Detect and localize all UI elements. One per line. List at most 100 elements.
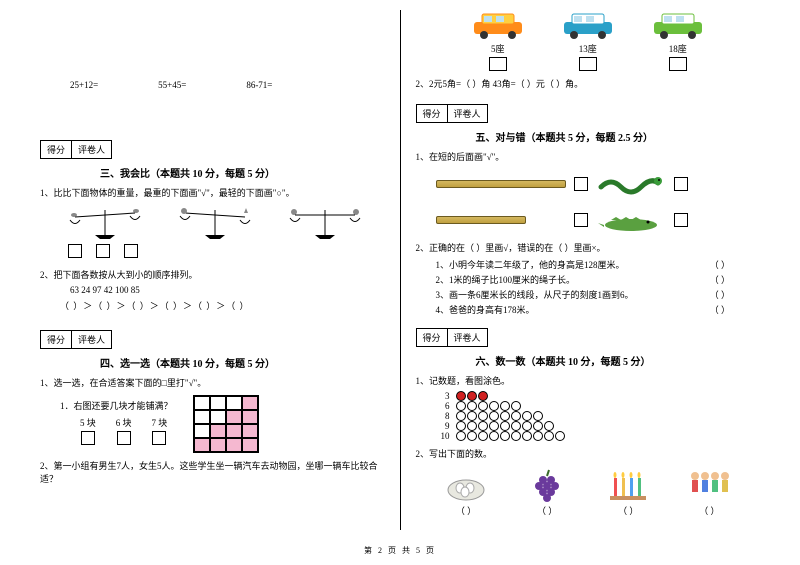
equation: 25+12= [70,80,98,90]
score-box: 得分 评卷人 [40,140,112,159]
tf-text: 4、爸爸的身高有178米。 [436,303,535,316]
answer-box[interactable] [81,431,95,445]
equation: 86-71= [246,80,272,90]
count-circle [533,411,543,421]
tf-paren[interactable]: （ ） [710,273,730,286]
s3-q1: 1、比比下面物体的重量，最重的下面画"√"，最轻的下面画"○"。 [40,186,385,199]
answer-box[interactable] [489,57,507,71]
balance-scale [280,205,370,240]
section-3-title: 三、我会比（本题共 10 分，每题 5 分） [100,165,385,180]
answer-box[interactable] [117,431,131,445]
count-circle [456,401,466,411]
count-circle [489,401,499,411]
tf-paren[interactable]: （ ） [710,288,730,301]
circle-row [456,411,543,421]
answer-box[interactable] [96,244,110,258]
count-circle [467,401,477,411]
choice-label: 5 块 [80,416,96,429]
count-circle [500,431,510,441]
count-circle [522,421,532,431]
count-row: 8 [436,411,761,421]
page-footer: 第 2 页 共 5 页 [0,540,800,556]
answer-paren[interactable]: （ ） [517,504,577,517]
vehicle-label: 13座 [558,42,618,55]
count-circle [467,391,477,401]
s5-q2: 2、正确的在（ ）里画√，错误的在（ ）里画×。 [416,241,761,254]
count-row: 3 [436,391,761,401]
tf-text: 3、画一条6厘米长的线段，从尺子的刻度1画到6。 [436,288,634,301]
grader-label: 评卷人 [448,105,487,122]
choice-label: 6 块 [116,416,132,429]
count-image-people: （ ） [679,466,739,517]
count-circle [500,411,510,421]
count-circle [544,431,554,441]
count-circle [478,401,488,411]
true-false-items: 1、小明今年读二年级了，他的身高是128厘米。（ ）2、1米的绳子比100厘米的… [416,258,761,316]
count-circle [522,411,532,421]
answer-box[interactable] [674,213,688,227]
count-circle [467,411,477,421]
answer-box[interactable] [574,213,588,227]
s4-q2: 2、第一小组有男生7人，女生5人。这些学生坐一辆汽车去动物园，坐哪一辆车比较合适… [40,459,385,485]
balance-scale [170,205,260,240]
count-circle [456,411,466,421]
section-4-title: 四、选一选（本题共 10 分，每题 5 分） [100,355,385,370]
answer-box[interactable] [68,244,82,258]
answer-paren[interactable]: （ ） [679,504,739,517]
choice: 6 块 [116,416,132,447]
vehicle-label: 5座 [468,42,528,55]
answer-box[interactable] [579,57,597,71]
tf-paren[interactable]: （ ） [710,303,730,316]
count-image-grapes: （ ） [517,466,577,517]
count-label: 3 [436,391,450,401]
count-circle [456,391,466,401]
answer-box[interactable] [124,244,138,258]
count-circle [533,431,543,441]
count-row: 9 [436,421,761,431]
tf-paren[interactable]: （ ） [710,258,730,271]
count-circle [511,431,521,441]
right-column: 5座 13座 18座 2、2元5角=（ ）角 43角=（ ）元（ ）角。 得分 … [406,10,771,540]
tile-choices: 5 块 6 块 7 块 [80,416,173,447]
count-circle [489,411,499,421]
count-circle [478,421,488,431]
choice: 7 块 [152,416,168,447]
count-label: 8 [436,411,450,421]
answer-box[interactable] [674,177,688,191]
grader-label: 评卷人 [72,331,111,348]
equation: 55+45= [158,80,186,90]
ruler-row-1 [436,169,761,199]
choice: 5 块 [80,416,96,447]
count-circle [467,421,477,431]
count-circle [478,431,488,441]
balance-row [60,205,385,240]
ruler-long [436,180,566,188]
vehicle-row: 5座 13座 18座 [416,10,761,73]
s3-q2: 2、把下面各数按从大到小的顺序排列。 [40,268,385,281]
count-circle [489,431,499,441]
answer-box[interactable] [574,177,588,191]
count-label: 10 [436,431,450,441]
answer-box[interactable] [152,431,166,445]
answer-paren[interactable]: （ ） [598,504,658,517]
s3-numbers: 63 24 97 42 100 85 [70,285,385,295]
count-circle [467,431,477,441]
answer-box[interactable] [669,57,687,71]
count-label: 6 [436,401,450,411]
count-row: 6 [436,401,761,411]
count-image-candles: （ ） [598,466,658,517]
score-label: 得分 [41,141,72,158]
tf-row: 4、爸爸的身高有178米。 （ ） [436,303,761,316]
answer-boxes-row1 [68,244,385,258]
answer-paren[interactable]: （ ） [436,504,496,517]
page-content: 25+12= 55+45= 86-71= 得分 评卷人 三、我会比（本题共 10… [0,0,800,540]
tf-text: 1、小明今年读二年级了，他的身高是128厘米。 [436,258,625,271]
ruler-row-2 [436,205,761,235]
vehicle: 13座 [558,10,618,73]
count-circle [456,431,466,441]
ruler-short [436,216,526,224]
count-circle [478,391,488,401]
count-circle [544,421,554,431]
section-6-title: 六、数一数（本题共 10 分，每题 5 分） [476,353,761,368]
count-circle [511,401,521,411]
